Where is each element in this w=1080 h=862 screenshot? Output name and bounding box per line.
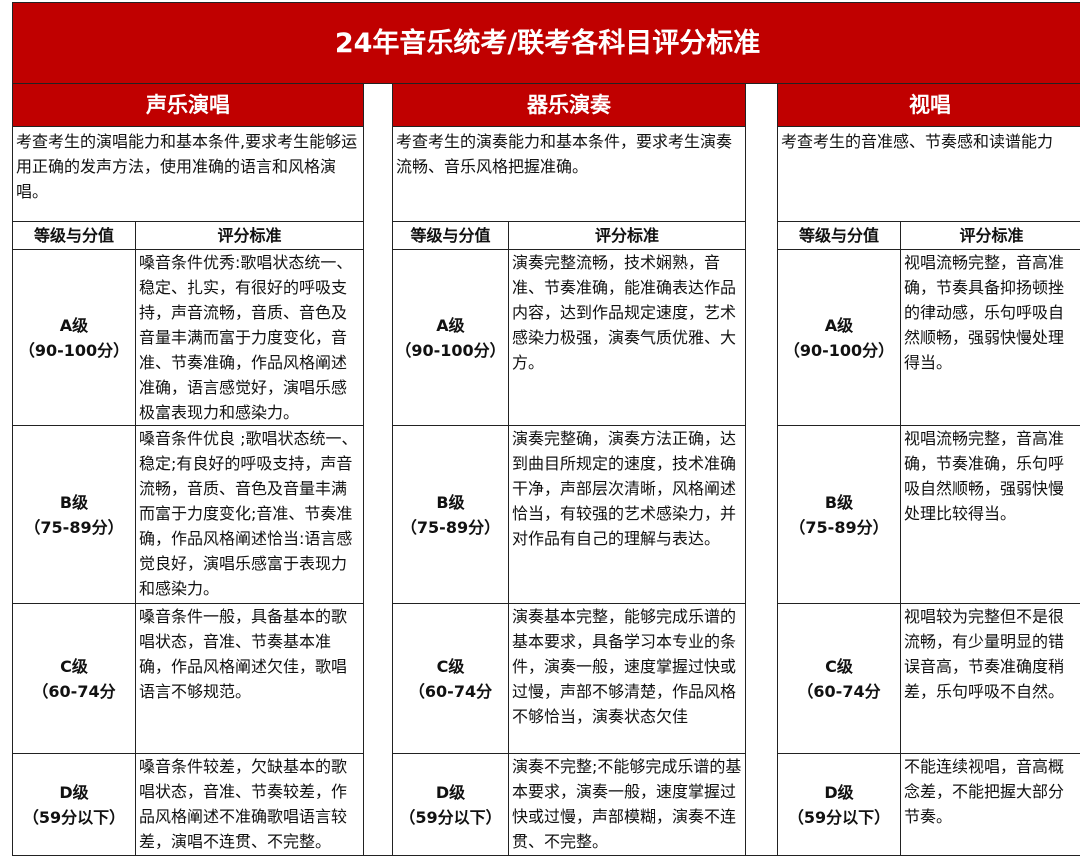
score-range: （59分以下） (22, 807, 126, 827)
criteria-cell: 嗓音条件优良 ;歌唱状态统一、稳定;有良好的呼吸支持，声音流畅，音质、音色及音量… (135, 425, 364, 604)
grade-cell: B级 （75-89分） (777, 425, 901, 604)
grade-cell: B级 （75-89分） (12, 425, 136, 604)
column-header-criteria: 评分标准 (508, 221, 746, 250)
scoring-standards-table: 24年音乐统考/联考各科目评分标准 声乐演唱 器乐演奏 视唱 考查考生的演唱能力… (11, 2, 1080, 856)
criteria-cell: 演奏不完整;不能够完成乐谱的基本要求，演奏一般，速度掌握过快或过慢，声部模糊，演… (508, 753, 746, 856)
grade-label: A级 (59, 315, 89, 335)
criteria-cell: 嗓音条件优秀:歌唱状态统一、稳定、扎实，有很好的呼吸支持，声音流畅，音质、音色及… (135, 249, 364, 426)
column-header-grade: 等级与分值 (777, 221, 901, 250)
criteria-cell: 不能连续视唱，音高概念差，不能把握大部分节奏。 (899, 753, 1080, 856)
grade-cell: C级 （60-74分 (392, 603, 509, 754)
section-header-instrumental: 器乐演奏 (392, 83, 746, 127)
score-range: （60-74分 (408, 681, 493, 701)
grade-cell: A级 （90-100分） (777, 249, 901, 426)
column-gap (745, 83, 778, 856)
grade-label: A级 (436, 315, 465, 335)
score-range: （75-89分） (24, 517, 124, 537)
criteria-cell: 演奏完整确，演奏方法正确，达到曲目所规定的速度，技术准确干净，声部层次清晰，风格… (508, 425, 746, 604)
grade-label: B级 (436, 492, 465, 512)
table-row-c: C级 （60-74分 嗓音条件一般，具备基本的歌唱状态，音准、节奏基本准确，作品风… (12, 603, 1080, 754)
table-row-d: D级 （59分以下） 嗓音条件较差，欠缺基本的歌唱状态，音准、节奏较差，作品风格阐… (12, 753, 1080, 856)
score-range: （90-100分） (783, 340, 895, 360)
criteria-cell: 演奏完整流畅，技术娴熟，音准、节奏准确，能准确表达作品内容，达到作品规定速度，艺… (508, 249, 746, 426)
grade-cell: D级 （59分以下） (392, 753, 509, 856)
grade-label: D级 (59, 782, 89, 802)
grade-label: C级 (60, 656, 88, 676)
grade-cell: C级 （60-74分 (777, 603, 901, 754)
column-header-criteria: 评分标准 (135, 221, 364, 250)
table-row-b: B级 （75-89分） 嗓音条件优良 ;歌唱状态统一、稳定;有良好的呼吸支持，声音… (12, 425, 1080, 604)
grade-label: A级 (824, 315, 854, 335)
grade-cell: C级 （60-74分 (12, 603, 136, 754)
grade-cell: B级 （75-89分） (392, 425, 509, 604)
criteria-cell: 嗓音条件较差，欠缺基本的歌唱状态，音准、节奏较差，作品风格阐述不准确歌唱语言较差… (135, 753, 364, 856)
score-range: （60-74分 (32, 681, 116, 701)
score-range: （75-89分） (400, 517, 501, 537)
score-range: （60-74分 (797, 681, 881, 701)
grade-cell: A级 （90-100分） (392, 249, 509, 426)
criteria-cell: 嗓音条件一般，具备基本的歌唱状态，音准、节奏基本准确，作品风格阐述欠佳，歌唱语言… (135, 603, 364, 754)
column-header-criteria: 评分标准 (899, 221, 1080, 250)
grade-cell: D级 （59分以下） (12, 753, 136, 856)
section-description: 考查考生的演唱能力和基本条件,要求考生能够运用正确的发声方法，使用准确的语言和风… (12, 126, 364, 222)
page-title: 24年音乐统考/联考各科目评分标准 (11, 2, 1080, 84)
table-row-a: A级 （90-100分） 嗓音条件优秀:歌唱状态统一、稳定、扎实，有很好的呼吸支持… (12, 249, 1080, 426)
score-range: （90-100分） (18, 340, 130, 360)
criteria-cell: 演奏基本完整，能够完成乐谱的基本要求，具备学习本专业的条件，演奏一般，速度掌握过… (508, 603, 746, 754)
criteria-cell: 视唱流畅完整，音高准确，节奏准确，乐句呼吸自然顺畅，强弱快慢处理比较得当。 (899, 425, 1080, 604)
grade-label: D级 (824, 782, 854, 802)
section-description: 考查考生的音准感、节奏感和读谱能力 (776, 126, 1080, 222)
section-header-sight-singing: 视唱 (776, 83, 1080, 127)
criteria-cell: 视唱流畅完整，音高准确，节奏具备抑扬顿挫的律动感，乐句呼吸自然顺畅，强弱快慢处理… (899, 249, 1080, 426)
score-range: （59分以下） (787, 807, 891, 827)
score-range: （59分以下） (399, 807, 502, 827)
column-header-grade: 等级与分值 (392, 221, 509, 250)
grade-label: C级 (825, 656, 853, 676)
grade-cell: A级 （90-100分） (12, 249, 136, 426)
grade-label: C级 (436, 656, 465, 676)
score-range: （90-100分） (395, 340, 506, 360)
column-header-grade: 等级与分值 (12, 221, 136, 250)
criteria-cell: 视唱较为完整但不是很流畅，有少量明显的错误音高，节奏准确度稍差，乐句呼吸不自然。 (899, 603, 1080, 754)
grade-label: B级 (59, 492, 89, 512)
section-header-vocal: 声乐演唱 (12, 83, 364, 127)
score-range: （75-89分） (789, 517, 889, 537)
grade-cell: D级 （59分以下） (777, 753, 901, 856)
column-gap (363, 83, 393, 856)
section-description: 考查考生的演奏能力和基本条件，要求考生演奏流畅、音乐风格把握准确。 (392, 126, 746, 222)
grade-label: D级 (435, 782, 466, 802)
grade-label: B级 (824, 492, 854, 512)
